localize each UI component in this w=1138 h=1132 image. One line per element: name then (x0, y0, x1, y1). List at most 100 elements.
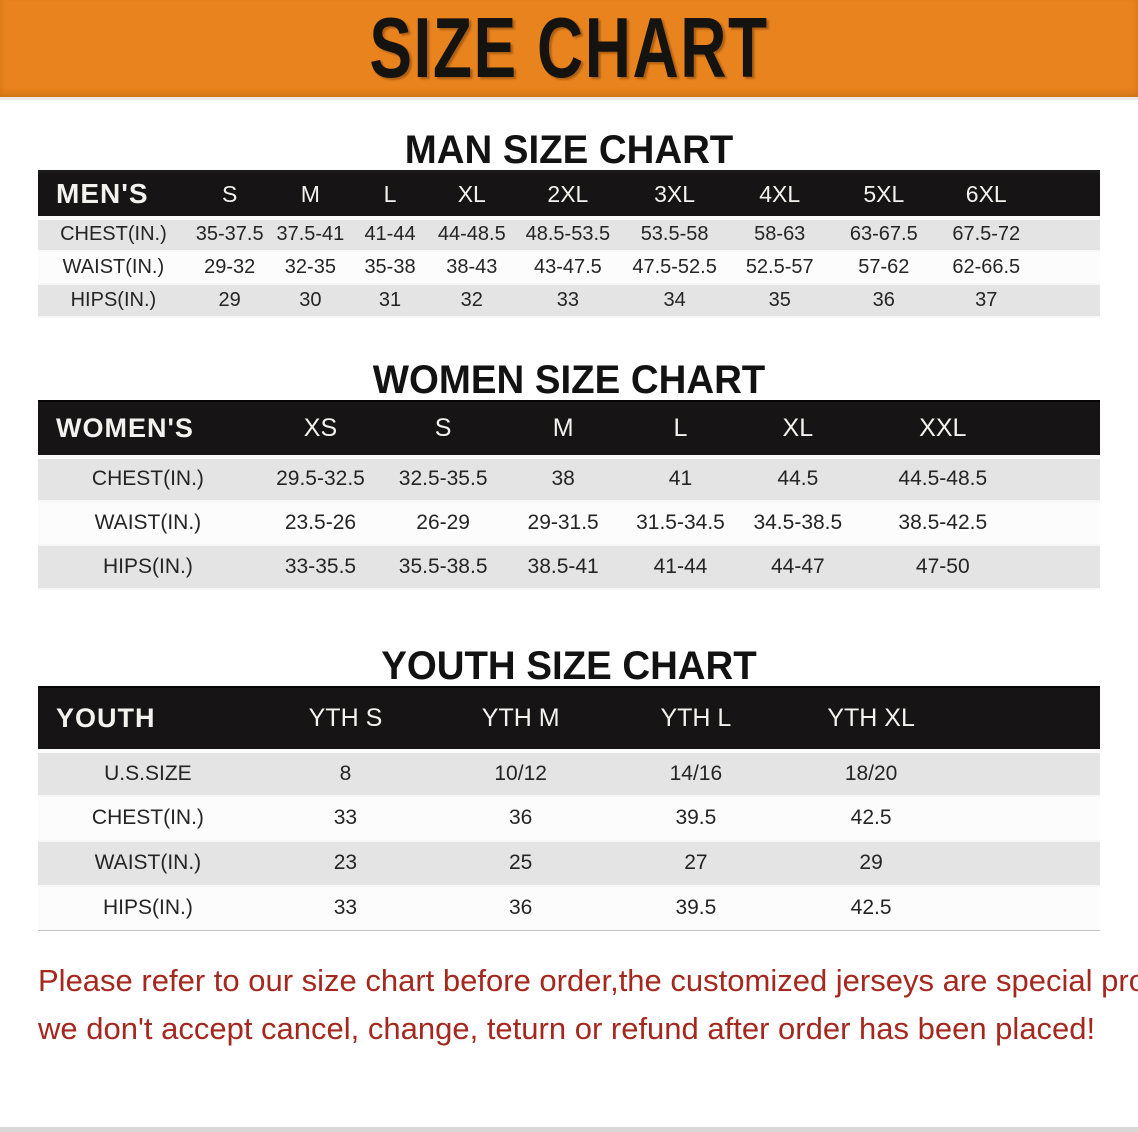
size-header-cell: XS (257, 399, 384, 459)
men-section-heading: MAN SIZE CHART (404, 128, 734, 172)
row-pad-cell (958, 750, 1100, 797)
header-pad-cell (958, 685, 1100, 753)
table-title-cell: WOMEN'S (38, 399, 258, 459)
measure-label-cell: CHEST(IN.) (38, 456, 258, 502)
measure-value-cell: 47.5-52.5 (622, 250, 728, 285)
disclaimer-line-1: Please refer to our size chart before or… (38, 963, 1138, 998)
measure-value-cell: 29-32 (188, 250, 271, 285)
size-header-cell: 6XL (935, 170, 1038, 220)
size-header-cell: M (503, 399, 624, 459)
measure-label-cell: CHEST(IN.) (38, 795, 258, 842)
measure-value-cell: 48.5-53.5 (513, 217, 623, 252)
measure-value-cell: 63-67.5 (832, 217, 936, 252)
measure-value-cell: 44.5-48.5 (857, 456, 1028, 502)
bottom-edge-strip (0, 1127, 1138, 1132)
row-pad-cell (1027, 544, 1100, 590)
banner: SIZE CHART (0, 0, 1138, 100)
size-header-cell: 4XL (727, 170, 833, 220)
header-pad-cell (1037, 170, 1100, 220)
women-table-header-row: WOMEN'S XS S M L XL XXL (38, 399, 1100, 459)
measure-label-cell: HIPS(IN.) (38, 544, 258, 590)
measure-value-cell: 33 (257, 885, 434, 931)
measure-value-cell: 44-48.5 (429, 217, 514, 252)
measure-value-cell: 41 (623, 456, 738, 502)
measure-label-cell: HIPS(IN.) (38, 885, 258, 931)
measure-value-cell: 31.5-34.5 (623, 500, 738, 546)
measure-label-cell: WAIST(IN.) (38, 250, 189, 285)
measure-label-cell: WAIST(IN.) (38, 500, 258, 546)
table-row: WAIST(IN.) 23 25 27 29 (38, 840, 1100, 887)
measure-value-cell: 35-37.5 (188, 217, 271, 252)
measure-value-cell: 10/12 (433, 750, 609, 797)
size-header-cell: 3XL (622, 170, 728, 220)
measure-value-cell: 18/20 (783, 750, 959, 797)
measure-value-cell: 53.5-58 (622, 217, 728, 252)
youth-section-heading: YOUTH SIZE CHART (381, 643, 757, 688)
measure-value-cell: 38.5-42.5 (857, 500, 1028, 546)
header-pad-cell (1027, 399, 1100, 459)
row-pad-cell (1037, 217, 1100, 252)
measure-value-cell: 52.5-57 (727, 250, 833, 285)
measure-value-cell: 36 (433, 885, 609, 931)
row-pad-cell (1037, 250, 1100, 285)
table-row: U.S.SIZE 8 10/12 14/16 18/20 (38, 750, 1100, 797)
table-row: CHEST(IN.) 29.5-32.5 32.5-35.5 38 41 44.5 44.5… (38, 456, 1100, 502)
measure-value-cell: 37 (935, 283, 1038, 318)
measure-value-cell: 41-44 (623, 544, 738, 590)
women-size-table: WOMEN'S XS S M L XL XXL CHEST(IN.) 29.5-32.5 32.… (38, 399, 1100, 590)
measure-value-cell: 35.5-38.5 (383, 544, 504, 590)
measure-value-cell: 33-35.5 (257, 544, 384, 590)
table-row: HIPS(IN.) 33-35.5 35.5-38.5 38.5-41 41-44 44-… (38, 544, 1100, 590)
measure-value-cell: 30 (270, 283, 351, 318)
measure-value-cell: 33 (257, 795, 434, 842)
measure-value-cell: 37.5-41 (270, 217, 351, 252)
measure-label-cell: WAIST(IN.) (38, 840, 258, 887)
disclaimer-line-2: we don't accept cancel, change, teturn o… (38, 1011, 1096, 1047)
measure-value-cell: 43-47.5 (513, 250, 623, 285)
measure-value-cell: 29 (188, 283, 271, 318)
measure-label-cell: CHEST(IN.) (38, 217, 189, 252)
measure-value-cell: 42.5 (783, 885, 959, 931)
size-header-cell: M (270, 170, 351, 220)
youth-table-header-row: YOUTH YTH S YTH M YTH L YTH XL (38, 685, 1100, 753)
table-row: HIPS(IN.) 29 30 31 32 33 34 35 36 37 (38, 283, 1100, 318)
banner-title: SIZE CHART (369, 0, 769, 96)
table-row: WAIST(IN.) 23.5-26 26-29 29-31.5 31.5-34.5 34… (38, 500, 1100, 546)
table-row: CHEST(IN.) 33 36 39.5 42.5 (38, 795, 1100, 842)
disclaimer-text: Please refer to our size chart before or… (38, 957, 1138, 1053)
measure-value-cell: 38-43 (429, 250, 514, 285)
measure-value-cell: 36 (433, 795, 609, 842)
measure-value-cell: 47-50 (857, 544, 1028, 590)
women-section-heading: WOMEN SIZE CHART (372, 357, 766, 402)
size-header-cell: L (350, 170, 430, 220)
measure-value-cell: 23 (257, 840, 434, 887)
measure-value-cell: 38.5-41 (503, 544, 624, 590)
measure-value-cell: 29.5-32.5 (257, 456, 384, 502)
size-header-cell: S (383, 399, 504, 459)
measure-value-cell: 58-63 (727, 217, 833, 252)
measure-value-cell: 38 (503, 456, 624, 502)
measure-value-cell: 34 (622, 283, 728, 318)
measure-value-cell: 23.5-26 (257, 500, 384, 546)
measure-value-cell: 67.5-72 (935, 217, 1038, 252)
measure-value-cell: 41-44 (350, 217, 430, 252)
size-header-cell: YTH M (433, 685, 609, 753)
row-pad-cell (1037, 283, 1100, 318)
measure-value-cell: 35-38 (350, 250, 430, 285)
size-header-cell: XL (429, 170, 514, 220)
measure-label-cell: HIPS(IN.) (38, 283, 189, 318)
measure-value-cell: 14/16 (608, 750, 784, 797)
measure-value-cell: 35 (727, 283, 833, 318)
measure-value-cell: 39.5 (608, 885, 784, 931)
row-pad-cell (1027, 456, 1100, 502)
row-pad-cell (958, 885, 1100, 931)
measure-value-cell: 57-62 (832, 250, 936, 285)
measure-value-cell: 26-29 (383, 500, 504, 546)
men-size-table: MEN'S S M L XL 2XL 3XL 4XL 5XL 6XL CHEST(IN.) 35-3… (38, 170, 1100, 318)
measure-value-cell: 27 (608, 840, 784, 887)
table-row: CHEST(IN.) 35-37.5 37.5-41 41-44 44-48.5 48.5… (38, 217, 1100, 252)
row-pad-cell (1027, 500, 1100, 546)
measure-value-cell: 29-31.5 (503, 500, 624, 546)
measure-value-cell: 29 (783, 840, 959, 887)
